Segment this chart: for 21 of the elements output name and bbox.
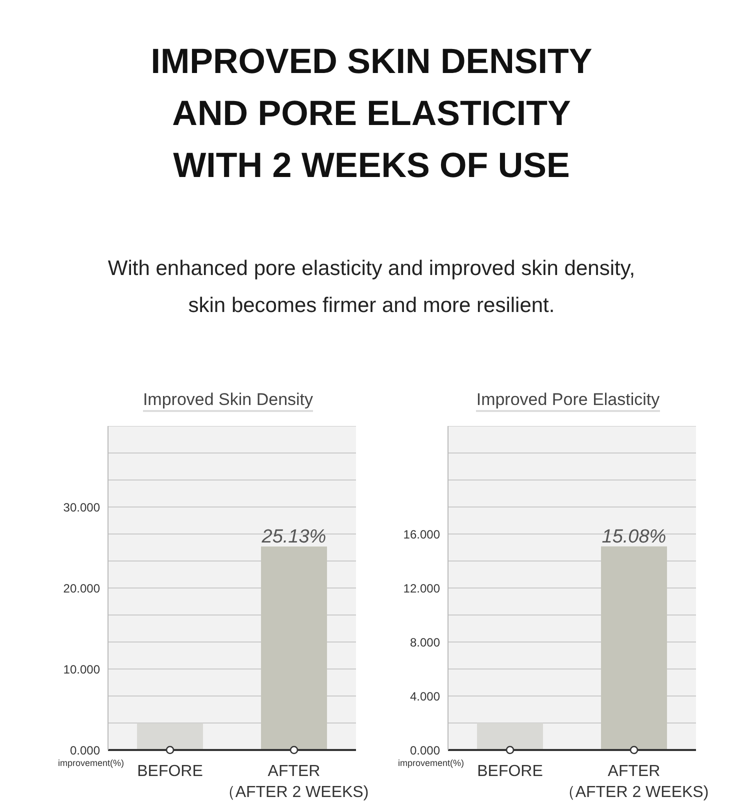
data-label: 25.13% [260, 526, 326, 548]
y-tick-label: 0.000 [70, 743, 100, 758]
data-label: 15.08% [602, 526, 666, 548]
x-tick-label: AFTER （AFTER 2 WEEKS) [219, 763, 369, 801]
x-tick-label: AFTER （AFTER 2 WEEKS) [559, 763, 709, 801]
y-axis-title: improvement(%) [58, 758, 124, 768]
text: IMPROVED SKIN DENSITY AND PORE ELASTICITY WITH 2 WEEKS OF USE [150, 41, 594, 187]
y-tick-label: 0.000 [410, 743, 440, 758]
y-tick-label: 20.000 [63, 581, 100, 596]
text: With enhanced pore elasticity and improved skin density, skin becomes firmer and more resilient. [106, 256, 636, 319]
y-tick-label: 10.000 [63, 662, 100, 676]
chart-title: Improved Skin Density [142, 390, 314, 412]
x-tick-label: BEFORE [477, 763, 543, 780]
y-tick-label: 4.000 [410, 689, 440, 704]
y-axis-title: improvement(%) [398, 758, 464, 768]
x-tick-label: BEFORE [137, 763, 203, 780]
y-tick-label: 12.000 [403, 581, 440, 596]
y-tick-label: 16.000 [403, 527, 440, 542]
y-tick-label: 30.000 [63, 500, 100, 514]
y-tick-label: 8.000 [410, 635, 440, 650]
chart-title: Improved Pore Elasticity [476, 390, 660, 412]
